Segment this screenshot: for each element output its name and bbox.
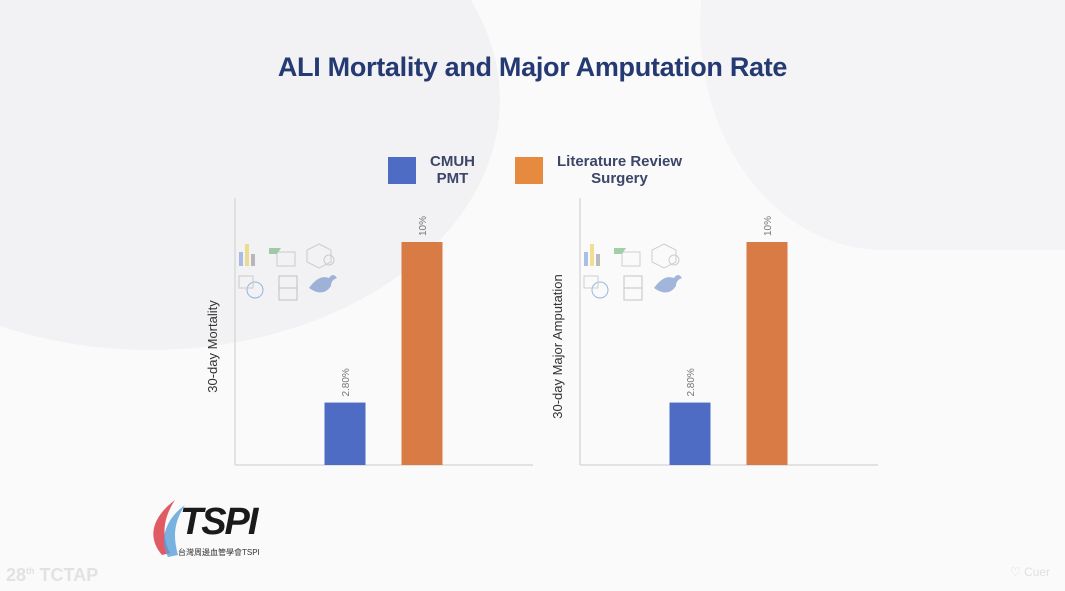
footer-watermark: ♡ Cuer [1010, 565, 1051, 579]
chart-amputation: 30-day Major Amputation 2.80% 10% [550, 198, 878, 466]
bar-chart-icon [590, 244, 594, 266]
legend-label: CMUH PMT [430, 153, 475, 187]
bar-chart-icon [251, 254, 255, 266]
bar-0 [669, 402, 711, 465]
y-axis-label: 30-day Major Amputation [550, 274, 565, 419]
3d-model-icon [306, 243, 332, 269]
3d-model-icon [651, 243, 677, 269]
smartart-icon [309, 275, 337, 293]
data-label: 2.80% [686, 368, 697, 396]
legend-item-literature: Literature Review Surgery [515, 153, 682, 187]
data-label: 10% [763, 216, 774, 236]
online-picture-icon [583, 275, 599, 289]
bar-0 [324, 402, 366, 465]
logo-subtitle: 台灣周邊血管學會TSPI [178, 548, 260, 557]
bar-1 [746, 242, 788, 465]
3d-model-icon [668, 254, 680, 266]
tspi-logo: TSPI 台灣周邊血管學會TSPI [140, 495, 290, 570]
content-placeholder-icons [583, 243, 682, 301]
footer-event: 28th TCTAP [6, 565, 99, 585]
bar-chart-icon [239, 252, 243, 266]
table-icon [621, 251, 641, 267]
slide-title: ALI Mortality and Major Amputation Rate [277, 52, 788, 82]
bar-chart-icon [584, 252, 588, 266]
content-placeholder-icons [238, 243, 337, 301]
bar-chart-icon [245, 244, 249, 266]
y-axis-label: 30-day Mortality [205, 300, 220, 393]
3d-model-icon [323, 254, 335, 266]
logo-text: TSPI [180, 501, 258, 543]
logo-flame-icon [153, 500, 185, 557]
bar-chart-icon [596, 254, 600, 266]
legend-item-cmuh: CMUH PMT [388, 153, 475, 187]
online-picture-icon [591, 281, 609, 299]
table-icon [614, 248, 626, 254]
data-label: 10% [418, 216, 429, 236]
table-icon [276, 251, 296, 267]
bar-1 [401, 242, 443, 465]
smartart-icon [654, 275, 682, 293]
online-picture-icon [246, 281, 264, 299]
chart-mortality: 30-day Mortality 2.80% 10% [205, 198, 533, 466]
legend-label: Literature Review Surgery [557, 153, 683, 187]
legend-swatch [388, 156, 416, 184]
table-icon [269, 248, 281, 254]
chart-legend: CMUH PMT Literature Review Surgery [388, 153, 708, 187]
online-picture-icon [238, 275, 254, 289]
data-label: 2.80% [341, 368, 352, 396]
legend-swatch [515, 156, 543, 184]
